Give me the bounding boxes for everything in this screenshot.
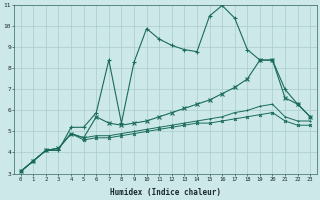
X-axis label: Humidex (Indice chaleur): Humidex (Indice chaleur) <box>110 188 221 197</box>
